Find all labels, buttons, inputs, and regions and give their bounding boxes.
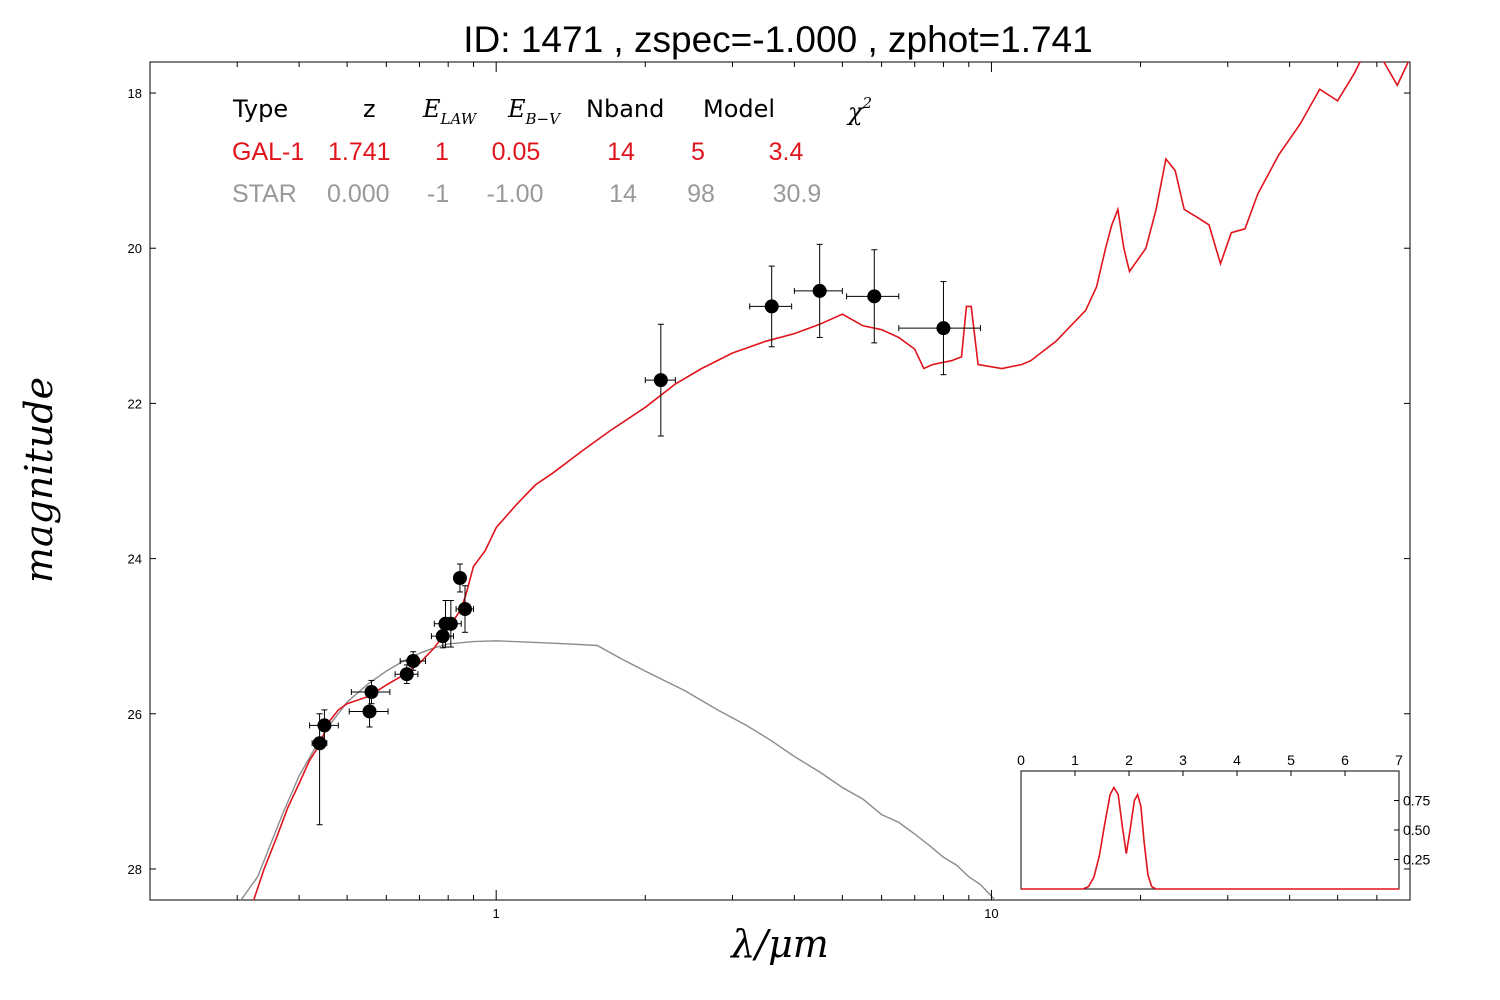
legend-star-type: STAR: [232, 180, 297, 208]
y-tick-label: 22: [128, 396, 142, 411]
star-model-layer: [240, 640, 996, 900]
legend-star-chi2: 30.9: [773, 180, 822, 208]
photometry-point: [399, 651, 427, 671]
inset-x-tick-label: 2: [1125, 752, 1133, 768]
photometry-marker: [452, 570, 467, 585]
photometry-marker: [406, 654, 421, 669]
y-tick-label: 18: [128, 86, 142, 101]
star-model-line: [240, 640, 996, 900]
legend-gal-ebv: 0.05: [492, 138, 541, 166]
legend-gal-z: 1.741: [328, 138, 391, 166]
inset-x-tick-label: 6: [1341, 752, 1349, 768]
y-tick-label: 20: [128, 241, 142, 256]
legend-header-chi2: χ2: [846, 94, 872, 126]
inset-x-tick-label: 5: [1287, 752, 1295, 768]
x-axis-label: λ/μm: [729, 922, 829, 966]
photometry-marker: [867, 289, 882, 304]
legend-gal-chi2: 3.4: [769, 138, 804, 166]
legend-star-ebv: -1.00: [487, 180, 544, 208]
legend-gal-type: GAL-1: [232, 138, 304, 166]
photometry-marker: [364, 685, 379, 700]
photometry-marker: [457, 602, 472, 617]
legend-gal-model: 5: [691, 138, 705, 166]
photometry-marker: [435, 629, 450, 644]
photometry-point: [898, 281, 981, 376]
photometry-point: [348, 695, 389, 728]
photometry-marker: [399, 667, 414, 682]
legend-gal-nband: 14: [607, 138, 635, 166]
legend-table: Type z ELAW EB−V Nband Model χ2 GAL-1 1.…: [232, 94, 872, 208]
chart-title: ID: 1471 , zspec=-1.000 , zphot=1.741: [463, 19, 1092, 60]
legend-star-z: 0.000: [327, 180, 390, 208]
legend-star-nband: 14: [609, 180, 637, 208]
legend-star-elaw: -1: [427, 180, 449, 208]
photometry-point: [644, 323, 676, 437]
photometry-marker: [362, 704, 377, 719]
y-tick-label: 28: [128, 862, 142, 877]
legend-header-nband: Nband: [586, 95, 664, 123]
inset-y-tick-label: 0.50: [1403, 822, 1430, 838]
legend-star-model: 98: [687, 180, 715, 208]
photometry-marker: [653, 373, 668, 388]
photometry-point: [439, 599, 462, 648]
photometry-marker: [764, 299, 779, 314]
photometry-marker: [812, 283, 827, 298]
inset-x-tick-label: 4: [1233, 752, 1241, 768]
inset-pdf-line: [1021, 785, 1399, 890]
photometry-point: [309, 709, 339, 742]
photometry-point: [452, 563, 467, 593]
photometry-marker: [312, 736, 327, 751]
legend-header-z: z: [363, 95, 376, 123]
inset-x-tick-label: 3: [1179, 752, 1187, 768]
redshift-pdf-inset: 0 1 2 3 4 5 6 7 0.25 0.50 0.75: [1017, 752, 1430, 890]
inset-frame: [1020, 770, 1400, 890]
legend-header-type: Type: [232, 95, 288, 123]
legend-row-star: STAR 0.000 -1 -1.00 14 98 30.9: [232, 180, 821, 208]
photometry-point: [749, 265, 793, 348]
photometry-marker: [443, 616, 458, 631]
photometry-point: [455, 585, 475, 633]
legend-row-galaxy: GAL-1 1.741 1 0.05 14 5 3.4: [232, 138, 803, 166]
plot-frame: [149, 61, 1411, 901]
legend-header-ebv: EB−V: [507, 95, 562, 128]
photometry-marker: [936, 321, 951, 336]
inset-plot-layer: 0 1 2 3 4 5 6 7 0.25 0.50 0.75: [1017, 752, 1430, 890]
photometry-marker: [317, 718, 332, 733]
photometry-point: [846, 249, 900, 344]
y-tick-label: 24: [128, 552, 142, 567]
inset-y-tick-label: 0.25: [1403, 852, 1430, 868]
inset-x-tick-label: 1: [1071, 752, 1079, 768]
y-axis-label: magnitude: [17, 377, 61, 583]
photometry-layer: [309, 243, 981, 826]
legend-header-model: Model: [703, 95, 775, 123]
inset-y-tick-label: 0.75: [1403, 793, 1430, 809]
inset-x-tick-label: 0: [1017, 752, 1025, 768]
legend-gal-elaw: 1: [435, 138, 449, 166]
legend-header-elaw: ELAW: [422, 95, 478, 128]
photometry-point: [311, 713, 328, 826]
photometry-point: [793, 243, 843, 338]
inset-x-tick-label: 7: [1395, 752, 1403, 768]
x-tick-label: 1: [493, 906, 500, 921]
x-tick-label: 10: [984, 906, 998, 921]
y-tick-label: 26: [128, 707, 142, 722]
